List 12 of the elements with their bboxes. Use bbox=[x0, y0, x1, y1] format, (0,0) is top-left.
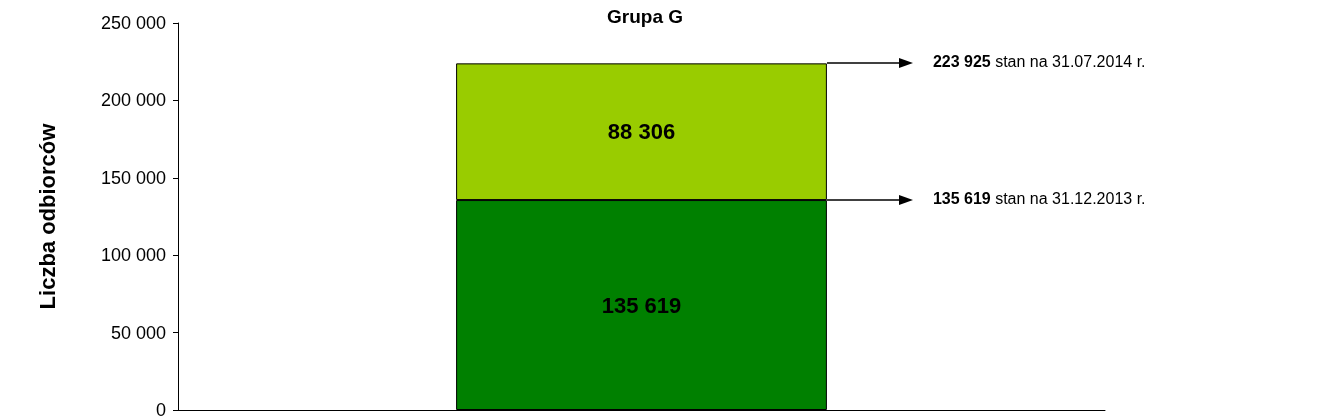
y-axis-title: Liczba odbiorców bbox=[34, 122, 60, 310]
data-label: 88 306 bbox=[607, 119, 676, 145]
annotation: 223 925 stan na 31.07.2014 r. bbox=[932, 52, 1146, 70]
y-tick-label: 250 000 bbox=[100, 13, 166, 33]
data-label: 135 619 bbox=[601, 292, 682, 318]
y-tick-label: 0 bbox=[155, 400, 166, 419]
annotation: 135 619 stan na 31.12.2013 r. bbox=[932, 189, 1146, 207]
y-tick-label: 200 000 bbox=[100, 90, 166, 111]
y-tick-label: 100 000 bbox=[100, 245, 166, 266]
chart-title: Grupa G bbox=[606, 6, 684, 27]
y-tick-label: 50 000 bbox=[110, 322, 166, 343]
y-tick-label: 150 000 bbox=[100, 167, 166, 188]
